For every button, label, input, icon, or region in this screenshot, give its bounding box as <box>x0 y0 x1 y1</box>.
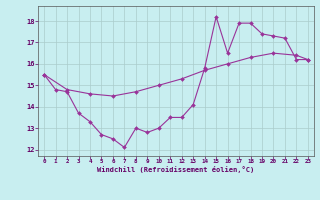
X-axis label: Windchill (Refroidissement éolien,°C): Windchill (Refroidissement éolien,°C) <box>97 166 255 173</box>
